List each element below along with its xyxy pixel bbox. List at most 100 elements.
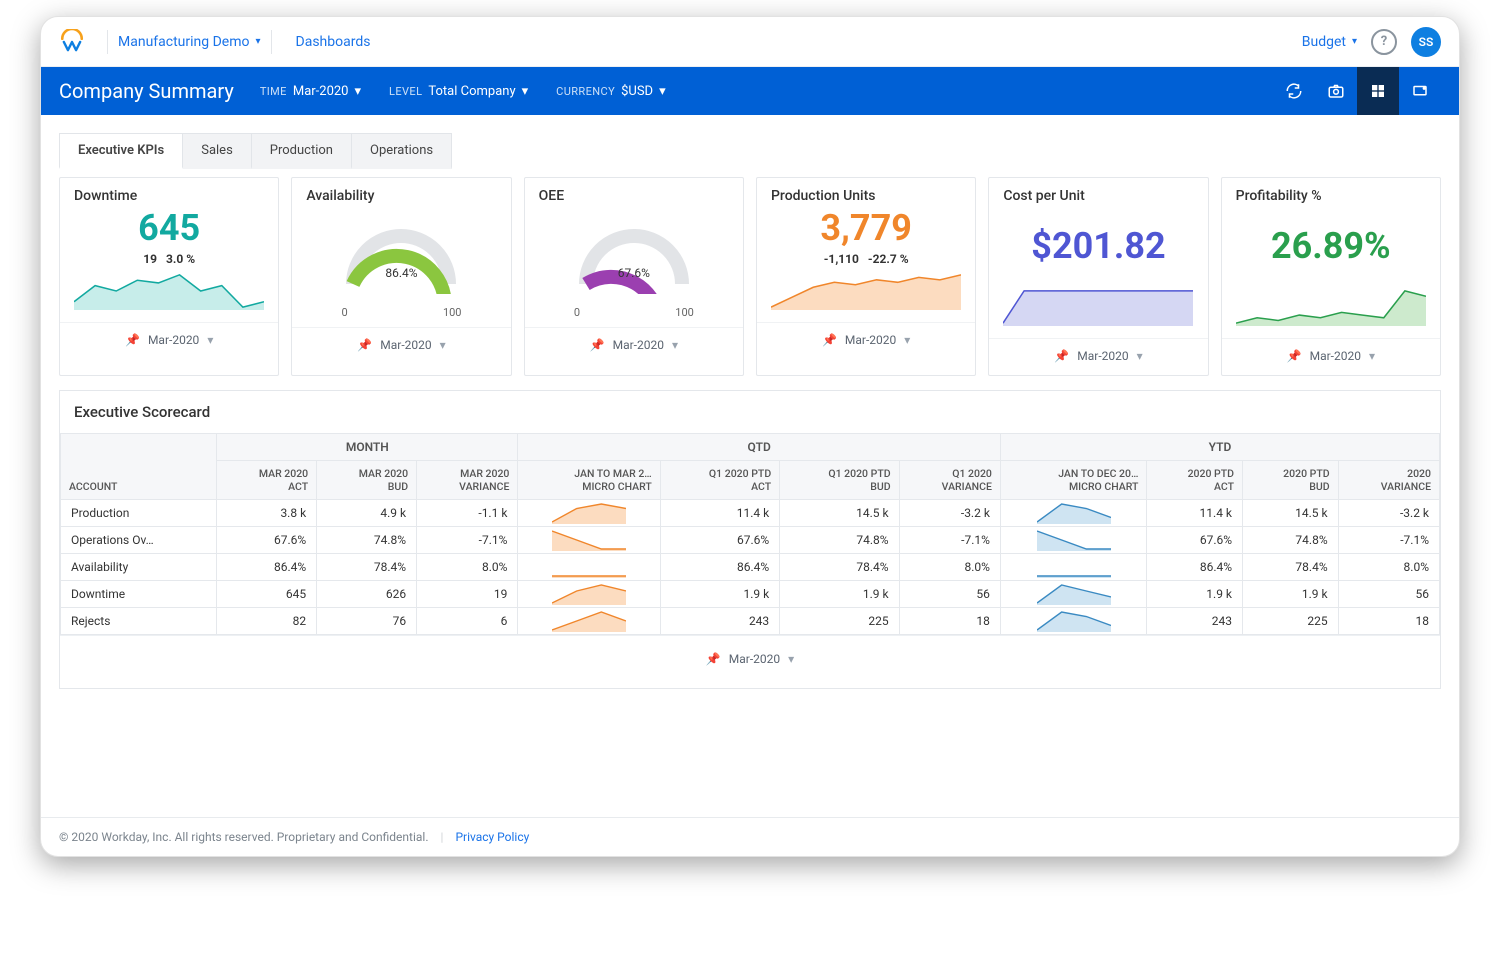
kpi-footer[interactable]: 📌 Mar-2020 ▾ — [989, 338, 1207, 375]
kpi-value: 645 — [74, 210, 264, 248]
scorecard-title: Executive Scorecard — [60, 391, 1440, 433]
kpi-title: Profitability % — [1222, 178, 1440, 204]
gauge-value: 67.6% — [564, 266, 704, 280]
tab-strip: Executive KPIsSalesProductionOperations — [41, 115, 1459, 177]
kpi-footer[interactable]: 📌 Mar-2020 ▾ — [757, 322, 975, 359]
kpi-footer[interactable]: 📌 Mar-2020 ▾ — [525, 327, 743, 364]
chevron-down-icon: ▾ — [1137, 349, 1143, 363]
filter-level-label: LEVEL — [389, 85, 422, 98]
gauge-max: 100 — [443, 306, 462, 319]
table-row: Production3.8 k4.9 k-1.1 k11.4 k14.5 k-3… — [61, 500, 1440, 527]
tab-operations[interactable]: Operations — [352, 133, 452, 169]
filter-currency-label: CURRENCY — [556, 85, 615, 98]
filter-currency[interactable]: CURRENCY $USD ▾ — [556, 84, 665, 99]
kpi-period: Mar-2020 — [148, 333, 199, 347]
breadcrumb-dashboards[interactable]: Dashboards — [296, 34, 371, 50]
scorecard-table: ACCOUNTMONTHQTDYTDMAR 2020ACTMAR 2020BUD… — [60, 433, 1440, 635]
pin-icon: 📌 — [125, 333, 140, 347]
kpi-title: Cost per Unit — [989, 178, 1207, 204]
kpi-card-availability: Availability 86.4% 0 100 📌 Mar-2020 ▾ — [291, 177, 511, 376]
chevron-down-icon: ▾ — [207, 333, 213, 347]
executive-scorecard: Executive Scorecard ACCOUNTMONTHQTDYTDMA… — [59, 390, 1441, 689]
kpi-title: Production Units — [757, 178, 975, 204]
table-row: Availability86.4%78.4%8.0%86.4%78.4%8.0%… — [61, 554, 1440, 581]
scorecard-footer[interactable]: 📌 Mar-2020 ▾ — [60, 635, 1440, 688]
chevron-down-icon: ▾ — [355, 84, 362, 99]
tab-production[interactable]: Production — [252, 133, 352, 169]
pin-icon: 📌 — [590, 338, 605, 352]
budget-dropdown[interactable]: Budget ▾ — [1302, 34, 1357, 50]
kpi-card-oee: OEE 67.6% 0 100 📌 Mar-2020 ▾ — [524, 177, 744, 376]
gauge-max: 100 — [675, 306, 694, 319]
kpi-period: Mar-2020 — [845, 333, 896, 347]
page-footer: © 2020 Workday, Inc. All rights reserved… — [41, 817, 1459, 856]
privacy-policy-link[interactable]: Privacy Policy — [455, 830, 529, 844]
kpi-footer[interactable]: 📌 Mar-2020 ▾ — [1222, 338, 1440, 375]
present-button[interactable] — [1399, 67, 1441, 115]
page-action-bar: Company Summary TIME Mar-2020▾ LEVEL Tot… — [41, 67, 1459, 115]
refresh-button[interactable] — [1273, 67, 1315, 115]
kpi-card-profit: Profitability % 26.89% 📌 Mar-2020 ▾ — [1221, 177, 1441, 376]
kpi-title: Downtime — [60, 178, 278, 204]
kpi-title: OEE — [525, 178, 743, 204]
filter-time[interactable]: TIME Mar-2020▾ — [260, 84, 361, 99]
kpi-delta-abs: 19 — [143, 252, 157, 266]
workday-logo-icon — [59, 29, 85, 55]
kpi-period: Mar-2020 — [613, 338, 664, 352]
chevron-down-icon: ▾ — [440, 338, 446, 352]
kpi-card-units: Production Units 3,779 -1,110 -22.7 % 📌 … — [756, 177, 976, 376]
grid-view-button[interactable] — [1357, 67, 1399, 115]
kpi-footer[interactable]: 📌 Mar-2020 ▾ — [292, 327, 510, 364]
chevron-down-icon: ▾ — [255, 36, 260, 47]
chevron-down-icon: ▾ — [788, 652, 794, 666]
filter-level[interactable]: LEVEL Total Company ▾ — [389, 84, 528, 99]
tab-executive-kpis[interactable]: Executive KPIs — [59, 133, 183, 169]
kpi-card-cost: Cost per Unit $201.82 📌 Mar-2020 ▾ — [988, 177, 1208, 376]
kpi-period: Mar-2020 — [1077, 349, 1128, 363]
gauge: 86.4% — [331, 214, 471, 306]
kpi-delta: 19 3.0 % — [74, 252, 264, 266]
sparkline — [74, 272, 264, 310]
kpi-footer[interactable]: 📌 Mar-2020 ▾ — [60, 322, 278, 359]
filter-level-value: Total Company — [428, 84, 515, 99]
scorecard-period: Mar-2020 — [729, 652, 780, 666]
chevron-down-icon: ▾ — [1369, 349, 1375, 363]
workspace-dropdown-label: Manufacturing Demo — [118, 34, 249, 50]
kpi-delta-pct: 3.0 % — [166, 252, 195, 266]
help-icon[interactable]: ? — [1371, 29, 1397, 55]
user-avatar[interactable]: SS — [1411, 27, 1441, 57]
workspace-dropdown[interactable]: Manufacturing Demo ▾ — [118, 34, 261, 50]
pin-icon: 📌 — [822, 333, 837, 347]
chevron-down-icon: ▾ — [904, 333, 910, 347]
pin-icon: 📌 — [357, 338, 372, 352]
pin-icon: 📌 — [1287, 349, 1302, 363]
chevron-down-icon: ▾ — [1352, 36, 1357, 47]
budget-dropdown-label: Budget — [1302, 34, 1346, 50]
kpi-card-downtime: Downtime 645 19 3.0 % 📌 Mar-2020 ▾ — [59, 177, 279, 376]
pin-icon: 📌 — [706, 652, 721, 666]
footer-copyright: © 2020 Workday, Inc. All rights reserved… — [59, 830, 429, 844]
kpi-value: 26.89% — [1236, 228, 1426, 266]
page-title: Company Summary — [59, 79, 234, 103]
filter-time-label: TIME — [260, 85, 287, 98]
table-row: Operations Ov…67.6%74.8%-7.1%67.6%74.8%-… — [61, 527, 1440, 554]
snapshot-button[interactable] — [1315, 67, 1357, 115]
kpi-value: $201.82 — [1003, 228, 1193, 266]
chevron-down-icon: ▾ — [522, 84, 529, 99]
sparkline — [1236, 288, 1426, 326]
tab-sales[interactable]: Sales — [183, 133, 252, 169]
filter-currency-value: $USD — [621, 84, 653, 99]
sparkline — [1003, 288, 1193, 326]
kpi-period: Mar-2020 — [380, 338, 431, 352]
table-row: Rejects827662432251824322518 — [61, 608, 1440, 635]
kpi-delta: -1,110 -22.7 % — [771, 252, 961, 266]
chevron-down-icon: ▾ — [659, 84, 666, 99]
sparkline — [771, 272, 961, 310]
kpi-grid: Downtime 645 19 3.0 % 📌 Mar-2020 ▾ Avail… — [41, 177, 1459, 390]
pin-icon: 📌 — [1054, 349, 1069, 363]
gauge-min: 0 — [574, 306, 580, 319]
chevron-down-icon: ▾ — [672, 338, 678, 352]
kpi-delta-abs: -1,110 — [824, 252, 859, 266]
header-divider-2 — [271, 30, 272, 54]
header-divider — [107, 30, 108, 54]
